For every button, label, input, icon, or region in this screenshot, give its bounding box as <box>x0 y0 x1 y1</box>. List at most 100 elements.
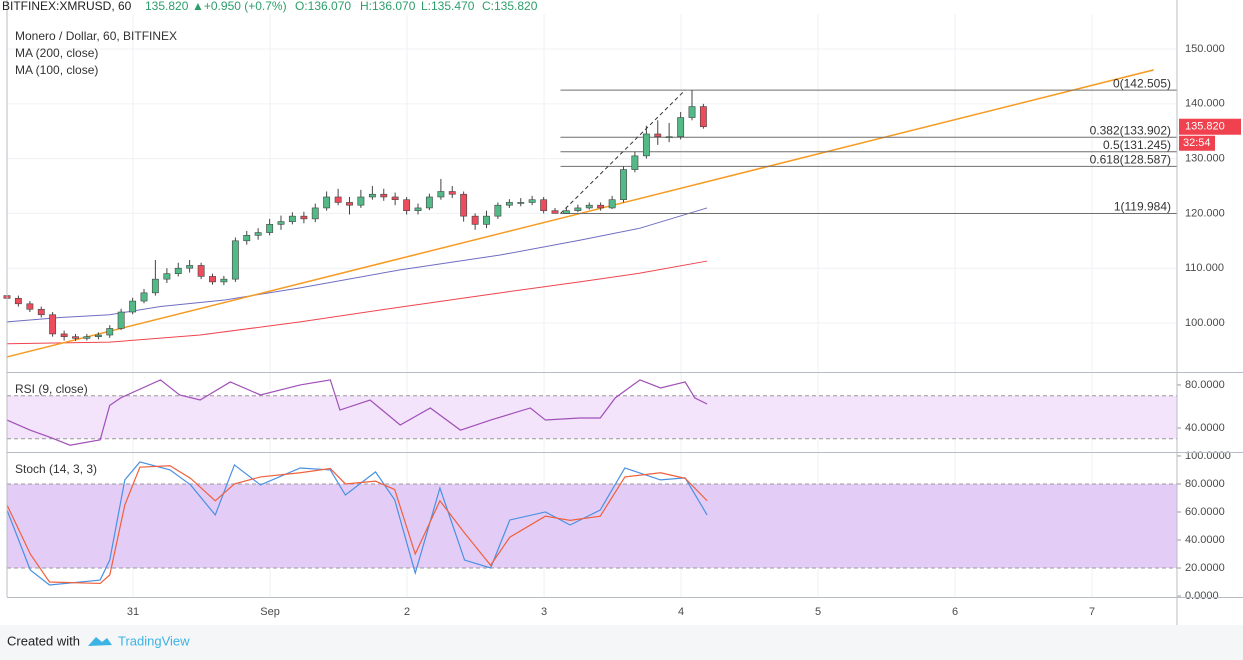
last-price-box <box>1179 118 1241 135</box>
candle-body <box>346 202 353 206</box>
candle-body <box>551 210 559 214</box>
x-tick-label: 6 <box>952 606 958 618</box>
candle-body <box>505 202 513 206</box>
footer-bg <box>0 625 1243 660</box>
candle-body <box>300 215 308 220</box>
y-tick-label: 100.0000 <box>1185 450 1231 462</box>
footer-prefix: Created with <box>7 633 80 648</box>
candle-body <box>60 333 68 337</box>
moving-average <box>6 207 708 323</box>
y-tick-label: 60.0000 <box>1185 506 1225 518</box>
candle-body <box>483 215 490 225</box>
candle-body <box>334 196 342 203</box>
candle-body <box>357 196 365 206</box>
candle-body <box>311 207 319 220</box>
candle-body <box>129 300 137 313</box>
tradingview-logo <box>88 637 112 646</box>
fib-label: 0(142.505) <box>1113 76 1171 90</box>
countdown-label: 32:54 <box>1183 137 1211 149</box>
plot: 31 Sep 2 3 4 5 6 7 100.000 110.000 120.000 130.000 1… <box>3 14 1241 618</box>
candle-body <box>494 204 502 217</box>
y-tick-label: 120.000 <box>1185 207 1225 219</box>
candle-body <box>14 298 22 305</box>
y-tick-label: 40.0000 <box>1185 534 1225 546</box>
candle-body <box>26 303 34 310</box>
fib-swing <box>560 89 686 214</box>
header-price: 135.820 <box>145 0 189 13</box>
countdown-box <box>1179 135 1215 151</box>
y-tick-label: 0.0000 <box>1185 590 1219 602</box>
footer-brand[interactable]: TradingView <box>118 633 190 648</box>
legend-entry: MA (100, close) <box>15 63 98 77</box>
y-tick-label: 80.0000 <box>1185 379 1225 391</box>
fib-label: 0.382(133.902) <box>1090 123 1171 137</box>
header-low: L:135.470 <box>421 0 475 13</box>
indicator-line <box>6 465 708 585</box>
chart-title: Monero / Dollar, 60, BITFINEX <box>15 29 177 43</box>
candle-body <box>414 207 422 211</box>
candle-body <box>277 221 285 225</box>
candle-body <box>642 133 650 157</box>
moving-average <box>6 260 708 345</box>
candle-body <box>403 199 411 211</box>
y-tick-label: 110.000 <box>1185 262 1224 274</box>
candle-body <box>266 224 274 233</box>
candle-body <box>209 276 216 283</box>
candle-body <box>117 311 125 329</box>
indicator-band <box>7 395 1177 439</box>
x-tick-label: 7 <box>1089 606 1095 618</box>
candle-body <box>380 193 388 198</box>
candle-body <box>174 267 182 274</box>
candle-body <box>323 196 331 209</box>
candle-body <box>288 215 296 222</box>
candle-body <box>677 117 685 138</box>
fib-label: 1(119.984) <box>1114 200 1171 214</box>
candle-body <box>620 169 627 201</box>
candle-body <box>391 196 399 201</box>
candle-body <box>186 265 194 269</box>
candle-body <box>254 232 262 236</box>
candle-body <box>448 191 456 195</box>
indicator-title: Stoch (14, 3, 3) <box>15 462 97 476</box>
candle-body <box>163 273 171 280</box>
candle-body <box>597 204 605 209</box>
y-tick-label: 140.000 <box>1185 98 1225 110</box>
candle-body <box>368 193 376 198</box>
header-open: O:136.070 <box>295 0 351 13</box>
candle-body <box>665 136 673 139</box>
candle-body <box>425 196 433 209</box>
indicator-band <box>7 483 1177 569</box>
candle-body <box>585 204 593 209</box>
x-tick-label: 2 <box>404 606 410 618</box>
candle-body <box>562 210 570 214</box>
candle-body <box>140 292 148 302</box>
candle-body <box>151 278 159 294</box>
candle-body <box>220 278 228 283</box>
header-close: C:135.820 <box>482 0 538 13</box>
candle-body <box>94 334 102 337</box>
candle-body <box>243 235 251 242</box>
y-tick-label: 20.0000 <box>1185 562 1225 574</box>
header-symbol: BITFINEX:XMRUSD, 60 <box>2 0 132 13</box>
header-change: ▲+0.950 (+0.7%) <box>192 0 287 13</box>
candle-body <box>72 336 79 339</box>
candle-body <box>540 199 548 211</box>
header-high: H:136.070 <box>360 0 416 13</box>
y-tick-label: 80.0000 <box>1185 478 1225 490</box>
x-tick-label: 5 <box>815 606 821 618</box>
indicator-line <box>6 461 708 586</box>
candle-body <box>608 199 616 209</box>
candle-body <box>197 265 205 277</box>
legend-entry: MA (200, close) <box>15 46 98 60</box>
candle-body <box>688 106 696 118</box>
candle-body <box>460 193 468 217</box>
fib-label: 0.618(128.587) <box>1090 153 1171 167</box>
indicator-title: RSI (9, close) <box>15 382 88 396</box>
x-tick-label: Sep <box>260 606 280 618</box>
y-tick-label: 130.000 <box>1185 153 1225 165</box>
candle-body <box>631 155 639 170</box>
candle-body <box>517 202 525 204</box>
candle-body <box>437 191 445 198</box>
